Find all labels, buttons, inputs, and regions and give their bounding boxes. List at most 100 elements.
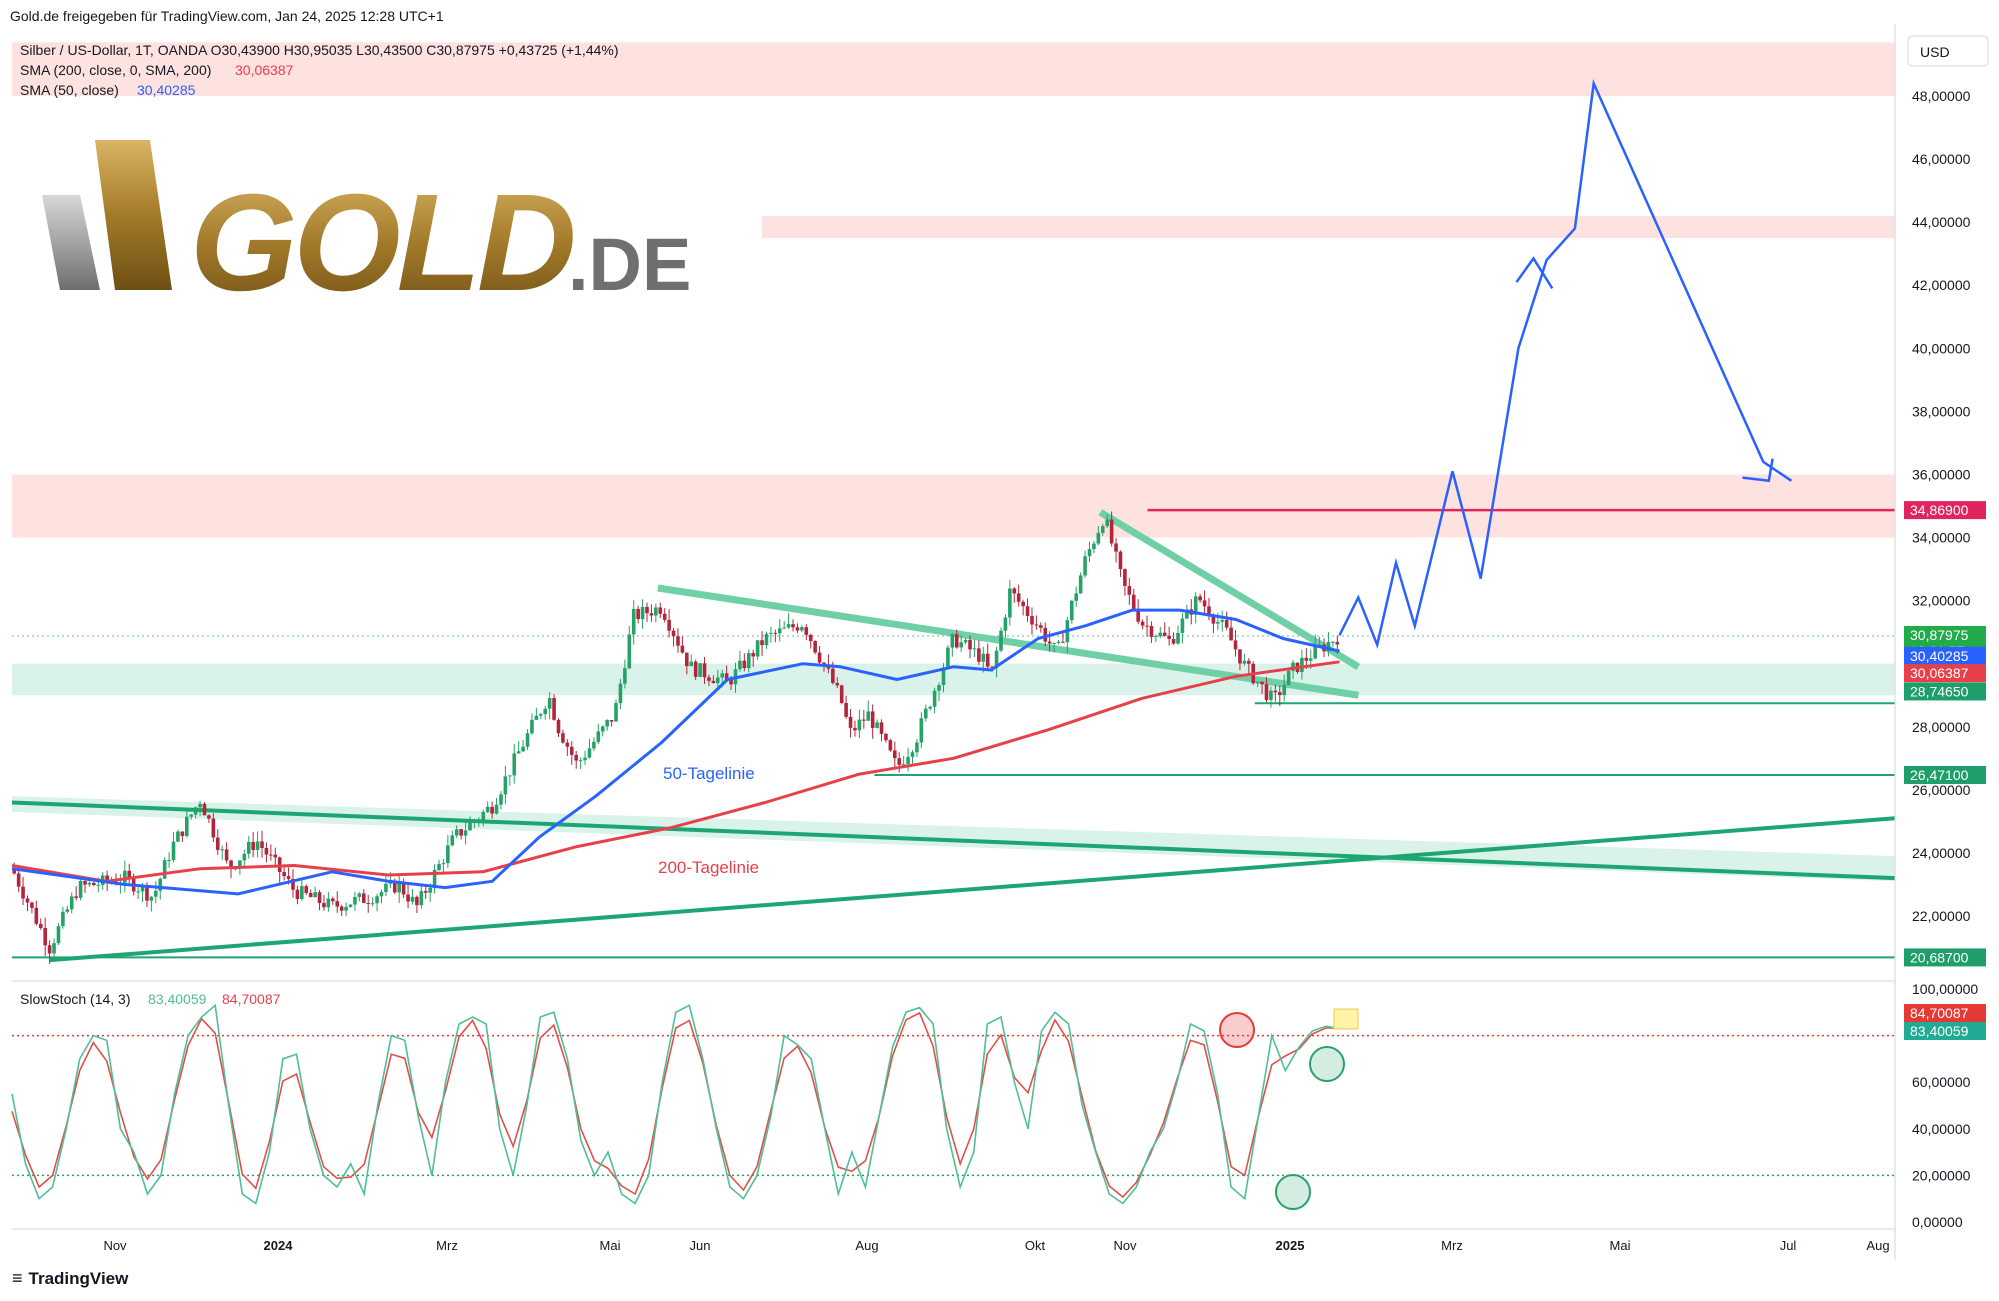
candle-body: [1100, 526, 1105, 533]
candle-body: [817, 652, 822, 663]
candle-body: [1229, 627, 1233, 641]
logo-text-suffix: .DE: [568, 223, 691, 306]
candle-body: [884, 733, 888, 741]
candle-body: [791, 624, 795, 628]
candle-body: [189, 814, 194, 817]
stoch-k-line: [11, 1003, 1340, 1205]
candle-body: [685, 652, 689, 667]
candle-body: [16, 873, 21, 887]
candle-body: [215, 837, 220, 850]
price-label-box: [1904, 501, 1986, 520]
candle-body: [65, 909, 70, 912]
price-label-box: [1904, 646, 1986, 665]
candle-body: [1092, 543, 1096, 550]
currency-button[interactable]: [1907, 35, 1989, 67]
stoch-buy-marker-1: [1309, 1046, 1345, 1082]
candle-body: [282, 871, 286, 877]
candle-body: [1202, 600, 1207, 607]
candle-body: [353, 896, 357, 905]
candle-body: [1154, 636, 1158, 638]
candle-body: [410, 896, 415, 902]
candle-body: [1052, 642, 1056, 644]
stoch-label: SlowStoch (14, 3): [20, 991, 131, 1007]
price-label-box: [1904, 664, 1986, 683]
candle-body: [808, 634, 813, 642]
price-label-text: 26,47100: [1910, 767, 1969, 783]
time-axis-label: 2025: [1276, 1238, 1305, 1253]
price-label-box: [1904, 682, 1986, 701]
candle-body: [892, 750, 897, 759]
candle-body: [512, 753, 517, 776]
candle-body: [556, 719, 561, 734]
legend-symbol-line: Silber / US-Dollar, 1T, OANDA O30,43900 …: [20, 42, 619, 58]
candle-body: [1255, 681, 1260, 684]
candle-body: [795, 627, 800, 631]
candle-body: [813, 641, 817, 653]
stoch-d-value: 84,70087: [222, 991, 281, 1007]
candle-body: [569, 746, 574, 755]
candle-body: [742, 660, 747, 669]
candle-body: [906, 756, 910, 765]
price-label-text: 30,40285: [1910, 648, 1969, 664]
candle-body: [516, 751, 521, 754]
long-downtrend-line: [11, 800, 1896, 881]
price-tick-label: 48,00000: [1912, 88, 1971, 104]
triangle-lower-line: [657, 584, 1359, 699]
time-axis-label: Nov: [103, 1238, 127, 1253]
candle-body: [1109, 519, 1114, 544]
candle-body: [1145, 625, 1149, 627]
candle-body: [1008, 588, 1012, 618]
candle-body: [910, 752, 915, 757]
candle-body: [631, 608, 636, 635]
tradingview-brand[interactable]: ≡ TradingView: [12, 1268, 128, 1289]
candle-body: [698, 663, 702, 677]
candle-body: [1282, 684, 1287, 696]
candle-body: [490, 806, 494, 814]
time-axis-label: Aug: [855, 1238, 878, 1253]
candle-body: [1331, 641, 1335, 643]
candle-body: [38, 923, 43, 928]
currency-label: USD: [1920, 44, 1950, 60]
candle-body: [923, 708, 928, 719]
candle-body: [392, 880, 397, 893]
candle-body: [804, 627, 809, 635]
candle-body: [167, 860, 171, 862]
sma50-line: [11, 608, 1340, 896]
candle-body: [1308, 658, 1313, 661]
candle-body: [574, 754, 578, 761]
candle-body: [450, 835, 455, 846]
candle-body: [1083, 556, 1087, 576]
price-tick-label: 36,00000: [1912, 466, 1971, 482]
candle-body: [1016, 593, 1021, 602]
candle-body: [1326, 641, 1331, 652]
candle-body: [30, 902, 34, 908]
candle-body: [1335, 641, 1340, 645]
candle-body: [1269, 690, 1273, 700]
candle-body: [34, 907, 39, 924]
candle-body: [662, 613, 667, 620]
candle-body: [348, 904, 353, 907]
candle-body: [1118, 551, 1123, 570]
candle-body: [950, 634, 955, 648]
candle-body: [941, 667, 946, 686]
forecast-path: [1338, 78, 1793, 649]
legend-sma50-value: 30,40285: [137, 82, 196, 98]
forecast-arrowhead-down: [1742, 458, 1774, 483]
candle-body: [207, 815, 211, 819]
stoch-buy-marker-2: [1275, 1174, 1311, 1210]
candle-body: [1207, 606, 1211, 617]
candle-body: [782, 627, 786, 629]
candle-body: [636, 608, 640, 620]
candle-body: [676, 636, 680, 646]
candle-body: [1069, 600, 1074, 621]
candle-body: [264, 847, 269, 855]
candle-body: [1105, 519, 1109, 527]
price-tick-label: 34,00000: [1912, 530, 1971, 546]
candle-body: [477, 819, 481, 822]
candle-body: [136, 891, 140, 893]
time-axis-label: Jul: [1780, 1238, 1797, 1253]
candle-body: [339, 906, 344, 911]
candle-body: [1136, 608, 1140, 622]
candle-body: [494, 804, 499, 814]
